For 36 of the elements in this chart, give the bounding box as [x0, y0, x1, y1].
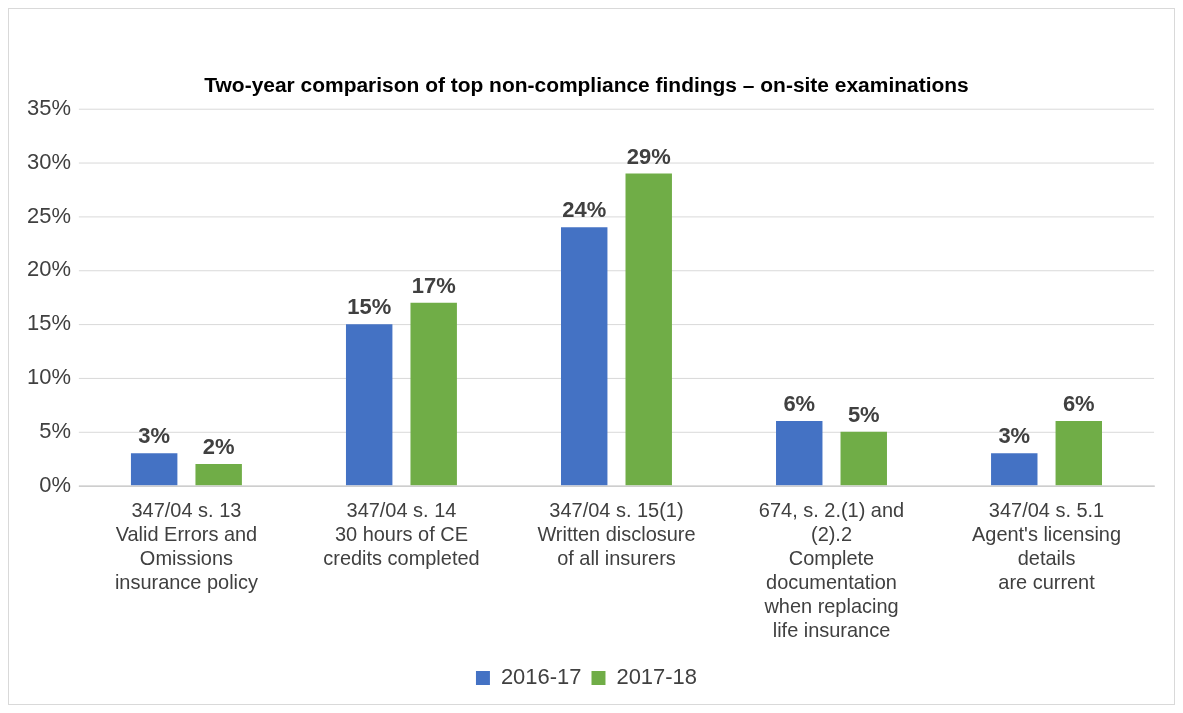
x-tick-label: 347/04 s. 13 Valid Errors and Omissions insurance policy — [114, 499, 258, 593]
legend-label: 2016-17 — [500, 664, 582, 690]
y-tick-label: 0% — [39, 471, 71, 497]
bar — [130, 453, 178, 486]
bar — [1055, 421, 1102, 486]
bar — [345, 324, 393, 486]
x-tick-label: 674, s. 2.(1) and (2).2 Complete documentation when replacing life insurance — [758, 499, 905, 641]
data-label: 6% — [783, 391, 816, 417]
bar — [561, 227, 608, 486]
y-tick-label: 15% — [26, 310, 71, 336]
data-label: 3% — [998, 423, 1031, 449]
x-tick-label: 347/04 s. 15(1) Written disclosure of all insurers — [537, 499, 696, 569]
bar — [195, 464, 242, 486]
bar — [840, 431, 887, 486]
data-label: 24% — [562, 197, 607, 223]
y-tick-label: 25% — [26, 202, 71, 228]
data-label: 15% — [347, 294, 392, 320]
y-tick-label: 5% — [39, 417, 71, 443]
bar — [410, 302, 457, 486]
data-label: 17% — [411, 272, 456, 298]
data-label: 2% — [202, 434, 235, 460]
x-tick-label: 347/04 s. 14 30 hours of CE credits completed — [323, 499, 480, 569]
y-tick-label: 20% — [26, 256, 71, 282]
data-label: 5% — [847, 401, 880, 427]
bar — [991, 453, 1038, 486]
legend-label: 2017-18 — [616, 664, 698, 690]
x-tick-label: 347/04 s. 5.1 Agent's licensing details are current — [971, 499, 1122, 593]
data-label: 3% — [138, 423, 171, 449]
y-tick-label: 10% — [26, 364, 71, 390]
y-tick-label: 35% — [26, 94, 71, 120]
bar — [625, 173, 672, 486]
bar — [776, 421, 823, 486]
chart-title: Two-year comparison of top non-compliance findings – on-site examinations — [204, 73, 969, 97]
y-tick-label: 30% — [26, 148, 71, 174]
data-label: 29% — [626, 143, 671, 169]
data-label: 6% — [1062, 391, 1095, 417]
